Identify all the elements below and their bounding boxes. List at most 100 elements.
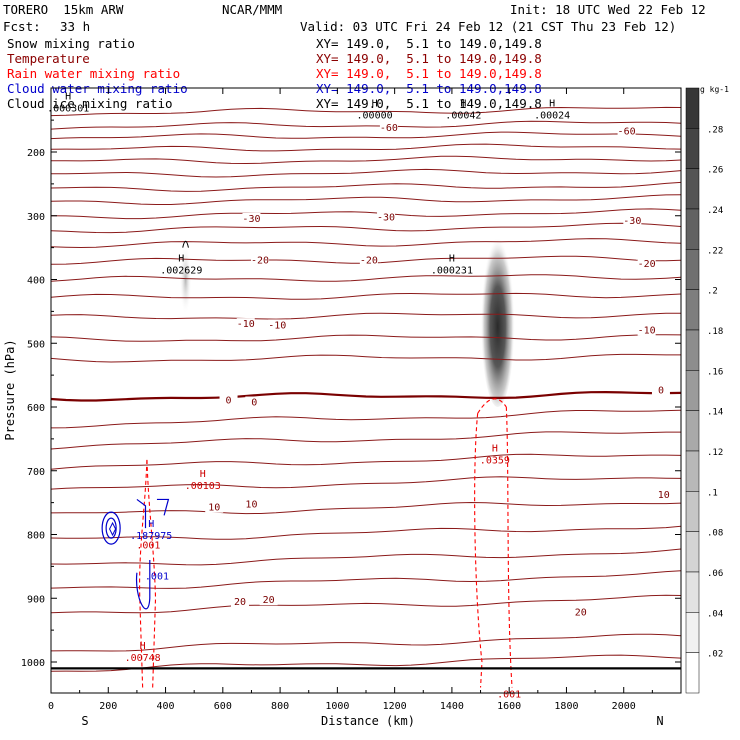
- temperature-contour: [50, 194, 682, 205]
- temperature-contour-label: 20: [263, 595, 275, 606]
- cloud-water-contour: [135, 498, 170, 610]
- temperature-label-bg: [251, 254, 270, 266]
- x-axis-title: Distance (km): [321, 714, 415, 728]
- colorbar-tick-label: .22: [707, 246, 723, 256]
- snow-contour-small: [182, 240, 189, 248]
- temperature-contour-label: -20: [251, 255, 269, 266]
- temperature-label-bg: [236, 318, 255, 330]
- rain-contour-east: [474, 398, 513, 688]
- temperature-contour-label: 20: [575, 607, 587, 618]
- temperature-label-bg: [617, 125, 636, 137]
- legend-temperature: Temperature: [7, 51, 90, 66]
- cloud-water-contour: [109, 521, 117, 537]
- colorbar-tick-label: .14: [707, 408, 723, 418]
- temperature-contour-label: -30: [623, 216, 641, 227]
- temperature-label-bg: [259, 594, 278, 606]
- y-tick-label: 700: [27, 467, 45, 478]
- snow-plume: [179, 244, 192, 315]
- temperature-label-bg: [379, 121, 398, 133]
- snow-plume: [480, 228, 515, 407]
- max-marker: H: [449, 254, 455, 265]
- max-marker: H: [140, 641, 146, 652]
- colorbar-tick-label: .16: [707, 367, 723, 377]
- rain-contour-west: [139, 457, 157, 688]
- model-title: TORERO 15km ARW: [3, 2, 124, 17]
- mixing-ratio-label: .001: [145, 572, 169, 583]
- temperature-contour: [51, 168, 682, 178]
- temperature-contour-label: 10: [208, 503, 220, 514]
- temperature-contour: [50, 594, 682, 614]
- legend-cloud-ice: Cloud ice mixing ratio: [7, 96, 173, 111]
- colorbar-cell: [685, 329, 700, 371]
- x-tick-label: 1000: [325, 701, 349, 712]
- y-tick-label: 600: [27, 403, 45, 414]
- valid-time: Valid: 03 UTC Fri 24 Feb 12 (21 CST Thu …: [300, 19, 677, 34]
- colorbar-cell: [685, 289, 700, 331]
- temperature-contour: [50, 353, 681, 363]
- colorbar-tick-label: .12: [707, 448, 723, 458]
- colorbar-tick-label: .26: [707, 166, 723, 176]
- temperature-contour: [50, 143, 682, 152]
- temperature-contour-label: -60: [380, 123, 398, 134]
- y-tick-label: 1000: [21, 658, 45, 669]
- organization-label: NCAR/MMM: [222, 2, 283, 17]
- max-marker: H: [148, 519, 154, 530]
- colorbar-cell: [685, 652, 700, 694]
- temperature-label-bg: [219, 394, 238, 406]
- colorbar-cell: [685, 370, 700, 411]
- temperature-contour: [50, 106, 682, 117]
- temperature-label-bg: [242, 498, 261, 510]
- colorbar-cell: [685, 491, 700, 532]
- mixing-ratio-label: .00000: [357, 111, 393, 122]
- colorbar-tick-label: .18: [707, 327, 723, 337]
- legend-cloud-ice-xy: XY= 149.0, 5.1 to 149.0,149.8: [316, 96, 542, 111]
- max-marker: H: [460, 99, 466, 110]
- x-tick-label: 2000: [612, 701, 636, 712]
- mixing-ratio-label: .00042: [445, 111, 481, 122]
- mixing-ratio-label: .0359: [480, 456, 510, 467]
- temperature-contour-label: -10: [237, 319, 255, 330]
- plot-frame: [50, 87, 682, 694]
- mixing-ratio-label: .000301: [47, 104, 89, 115]
- max-marker: H: [65, 92, 71, 103]
- colorbar-cell: [685, 87, 700, 129]
- legend-snow-xy: XY= 149.0, 5.1 to 149.0,149.8: [316, 36, 542, 51]
- temperature-contour-label: 10: [658, 490, 670, 501]
- temperature-contour-label: -10: [268, 320, 286, 331]
- temperature-contour-label: -20: [360, 255, 378, 266]
- colorbar-cell: [685, 571, 700, 613]
- x-axis-left-end: S: [81, 714, 88, 728]
- temperature-contour: [50, 334, 682, 342]
- temperature-contour-label: 10: [245, 500, 257, 511]
- x-tick-label: 1800: [554, 701, 578, 712]
- x-tick-label: 400: [157, 701, 175, 712]
- temperature-label-bg: [205, 501, 224, 513]
- colorbar-cell: [685, 612, 700, 653]
- colorbar-cell: [685, 128, 700, 169]
- colorbar-cell: [685, 168, 700, 210]
- temperature-contour-label: 20: [234, 597, 246, 608]
- colorbar-tick-label: .24: [707, 206, 723, 216]
- temperature-contour: [50, 525, 682, 540]
- temperature-label-bg: [623, 214, 642, 226]
- temperature-label-bg: [359, 254, 378, 266]
- x-tick-label: 800: [271, 701, 289, 712]
- x-tick-label: 600: [214, 701, 232, 712]
- x-tick-label: 1400: [440, 701, 464, 712]
- y-tick-label: 400: [27, 276, 45, 287]
- temperature-label-bg: [377, 211, 396, 223]
- x-tick-label: 200: [99, 701, 117, 712]
- temperature-label-bg: [231, 596, 249, 608]
- temperature-contour: [50, 292, 682, 300]
- mixing-ratio-label: .00103: [185, 481, 221, 492]
- temperature-contour: [50, 453, 682, 470]
- temperature-contour: [50, 208, 682, 220]
- max-marker: H: [549, 99, 555, 110]
- colorbar-tick-label: .1: [707, 488, 718, 498]
- cloud-water-contour: [105, 517, 117, 539]
- colorbar-tick-label: .06: [707, 569, 723, 579]
- mixing-ratio-label: .00024: [534, 111, 570, 122]
- colorbar-cell: [685, 531, 700, 573]
- temperature-contour: [50, 570, 682, 589]
